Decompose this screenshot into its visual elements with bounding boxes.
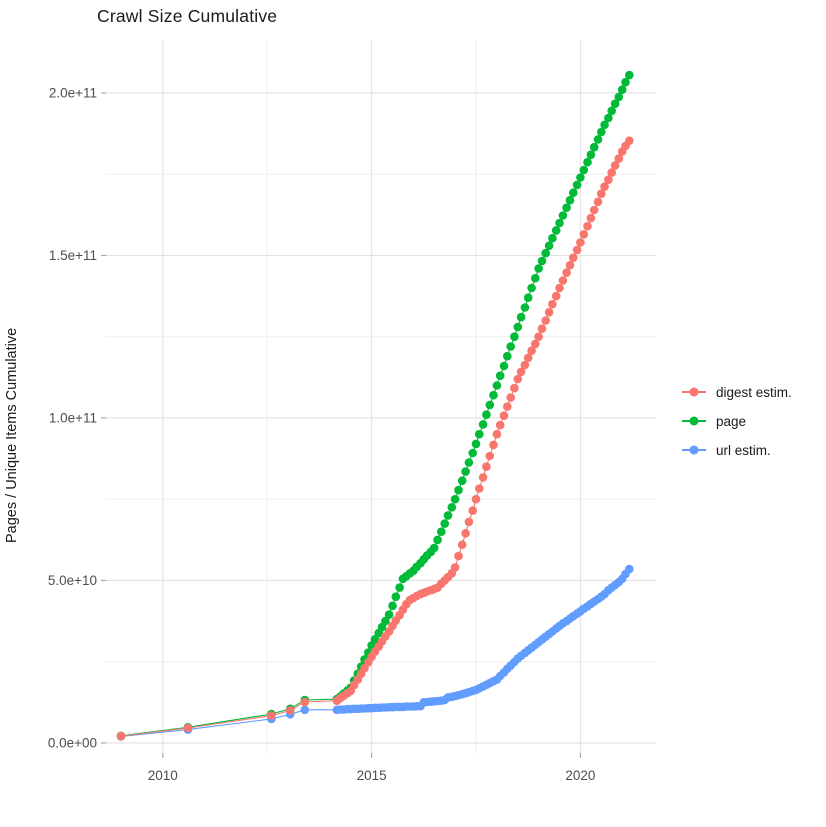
- svg-text:2020: 2020: [565, 768, 595, 783]
- chart-title: Crawl Size Cumulative: [97, 6, 278, 26]
- svg-text:1.5e+11: 1.5e+11: [49, 248, 97, 263]
- legend-label: page: [716, 413, 747, 429]
- legend-item-page: page: [682, 412, 792, 430]
- svg-text:2010: 2010: [148, 768, 178, 783]
- legend-label: url estim.: [716, 442, 771, 458]
- legend-key-dot-icon: [682, 386, 706, 398]
- legend-item-url-estim: url estim.: [682, 441, 792, 459]
- legend-item-digest-estim: digest estim.: [682, 383, 792, 401]
- svg-text:5.0e+10: 5.0e+10: [48, 573, 97, 588]
- svg-text:2015: 2015: [357, 768, 387, 783]
- legend-key-dot-icon: [682, 415, 706, 427]
- legend: digest estim. page url estim.: [682, 383, 792, 470]
- svg-text:2.0e+11: 2.0e+11: [49, 85, 97, 100]
- svg-text:1.0e+11: 1.0e+11: [49, 410, 97, 425]
- svg-text:0.0e+00: 0.0e+00: [48, 735, 97, 750]
- legend-label: digest estim.: [716, 384, 792, 400]
- legend-key-dot-icon: [682, 444, 706, 456]
